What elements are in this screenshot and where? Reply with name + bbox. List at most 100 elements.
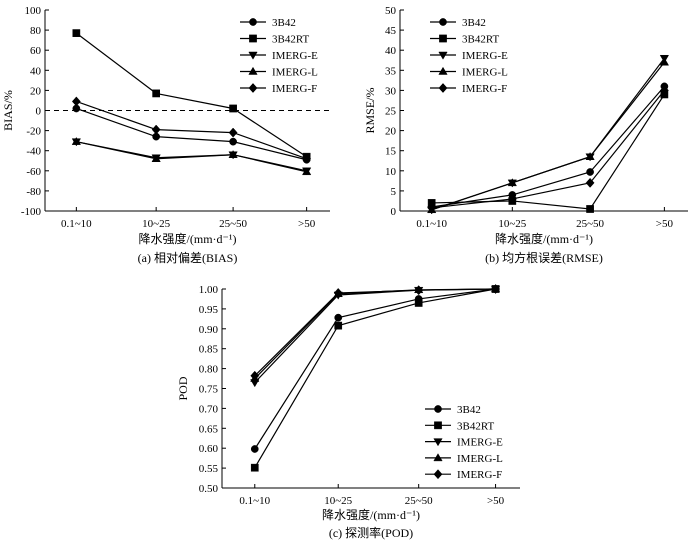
y-tick-label: 100 <box>25 5 42 17</box>
y-tick-label: 60 <box>30 45 42 57</box>
y-axis-title: BIAS/% <box>1 90 15 131</box>
legend-entry: IMERG-E <box>425 437 503 449</box>
legend-label: IMERG-F <box>272 83 317 95</box>
legend-marker <box>249 34 257 43</box>
x-axis-title: 降水强度/(mm·d⁻¹) <box>139 231 237 246</box>
legend-marker <box>438 83 448 93</box>
x-axis-title: 降水强度/(mm·d⁻¹) <box>495 231 593 246</box>
y-tick-label: 35 <box>385 65 397 77</box>
series-imerg-l <box>71 136 312 176</box>
series-3b42 <box>72 104 311 164</box>
series-line <box>76 100 307 160</box>
y-tick-label: 50 <box>385 5 397 17</box>
series-line <box>75 32 307 158</box>
legend-entry: 3B42RT <box>425 420 495 432</box>
legend-entry: IMERG-E <box>240 50 318 62</box>
series-line <box>254 288 496 377</box>
data-point <box>151 124 161 135</box>
series-imerg-l <box>427 57 670 214</box>
series-imerg-e <box>427 54 670 215</box>
y-tick-label: 0.85 <box>199 344 219 356</box>
chart-panel-0: 100 80 60 40 20 0 -20 -40 -60 -80 -100 0.1~10 10~25 2… <box>1 5 330 265</box>
x-tick-label: 25~50 <box>576 218 604 230</box>
data-point <box>302 153 312 164</box>
data-point <box>72 29 81 37</box>
legend-entry: IMERG-F <box>425 469 502 481</box>
x-tick-label: 10~25 <box>498 218 526 230</box>
y-tick-label: -80 <box>26 186 41 198</box>
series-imerg-f <box>427 85 669 213</box>
data-point <box>228 150 238 158</box>
series-imerg-l <box>250 284 501 382</box>
legend-marker <box>439 34 447 43</box>
y-tick-label: 0.55 <box>199 463 219 475</box>
data-point <box>250 445 259 453</box>
y-axis-title: POD <box>176 376 190 400</box>
series-imerg-e <box>250 285 501 388</box>
legend-label: IMERG-L <box>272 67 318 79</box>
legend-label: 3B42 <box>462 17 486 29</box>
x-tick-label: >50 <box>487 495 505 507</box>
data-point <box>585 177 595 188</box>
legend-marker <box>439 18 447 26</box>
series-line <box>254 288 496 469</box>
series-line <box>431 61 665 211</box>
y-tick-label: 15 <box>385 146 397 158</box>
y-tick-label: 0.65 <box>199 423 219 435</box>
x-tick-label: 0.1~10 <box>239 495 270 507</box>
data-point <box>585 152 595 160</box>
y-tick-label: 25 <box>385 106 397 118</box>
series-line <box>76 107 307 161</box>
panel-caption: (b) 均方根误差(RMSE) <box>485 250 603 265</box>
x-tick-label: 0.1~10 <box>61 218 92 230</box>
y-tick-label: 0 <box>391 206 397 218</box>
legend-entry: 3B42 <box>425 404 481 416</box>
chart-panel-2: 0.50 0.55 0.60 0.65 0.70 0.75 0.80 0.85 0.90 0.95… <box>176 284 520 540</box>
legend-marker <box>248 83 258 93</box>
data-point <box>491 284 500 294</box>
y-tick-label: 0.95 <box>199 304 219 316</box>
legend-label: IMERG-L <box>457 453 503 465</box>
data-point <box>507 193 517 204</box>
legend-label: IMERG-F <box>457 469 502 481</box>
data-point <box>250 463 259 472</box>
legend-marker <box>434 405 442 413</box>
y-tick-label: 0.50 <box>199 483 219 495</box>
data-point <box>414 285 424 296</box>
legend-entry: 3B42RT <box>240 34 310 46</box>
legend-marker <box>248 51 258 60</box>
x-tick-label: >50 <box>298 218 316 230</box>
x-tick-label: 25~50 <box>219 218 247 230</box>
series-imerg-f <box>250 284 500 381</box>
data-point <box>586 168 594 176</box>
x-tick-label: 25~50 <box>405 495 433 507</box>
data-point <box>71 136 81 145</box>
y-tick-label: 0.75 <box>199 384 219 396</box>
y-tick-label: 1.00 <box>199 284 219 296</box>
y-tick-label: 0.60 <box>199 443 219 455</box>
legend-marker <box>434 421 442 430</box>
data-point <box>250 370 260 381</box>
legend-label: IMERG-E <box>272 50 318 62</box>
data-point <box>659 57 670 66</box>
legend-entry: 3B42 <box>240 17 296 29</box>
legend-marker <box>438 51 448 60</box>
legend-label: 3B42RT <box>457 420 495 432</box>
legend-marker <box>438 66 448 75</box>
legend-label: IMERG-E <box>462 50 508 62</box>
series-line <box>254 288 496 383</box>
legend-entry: 3B42 <box>430 17 486 29</box>
legend-marker <box>433 453 443 462</box>
x-tick-label: >50 <box>656 218 674 230</box>
data-point <box>71 96 81 107</box>
data-point <box>229 104 237 113</box>
data-point <box>301 167 312 176</box>
data-point <box>507 178 517 187</box>
legend-entry: IMERG-F <box>240 83 317 95</box>
data-point <box>586 205 594 213</box>
x-tick-label: 0.1~10 <box>416 218 447 230</box>
panel-caption: (a) 相对偏差(BIAS) <box>138 250 238 265</box>
series-line <box>254 288 496 379</box>
y-tick-label: 80 <box>30 25 42 37</box>
legend-label: IMERG-F <box>462 83 507 95</box>
